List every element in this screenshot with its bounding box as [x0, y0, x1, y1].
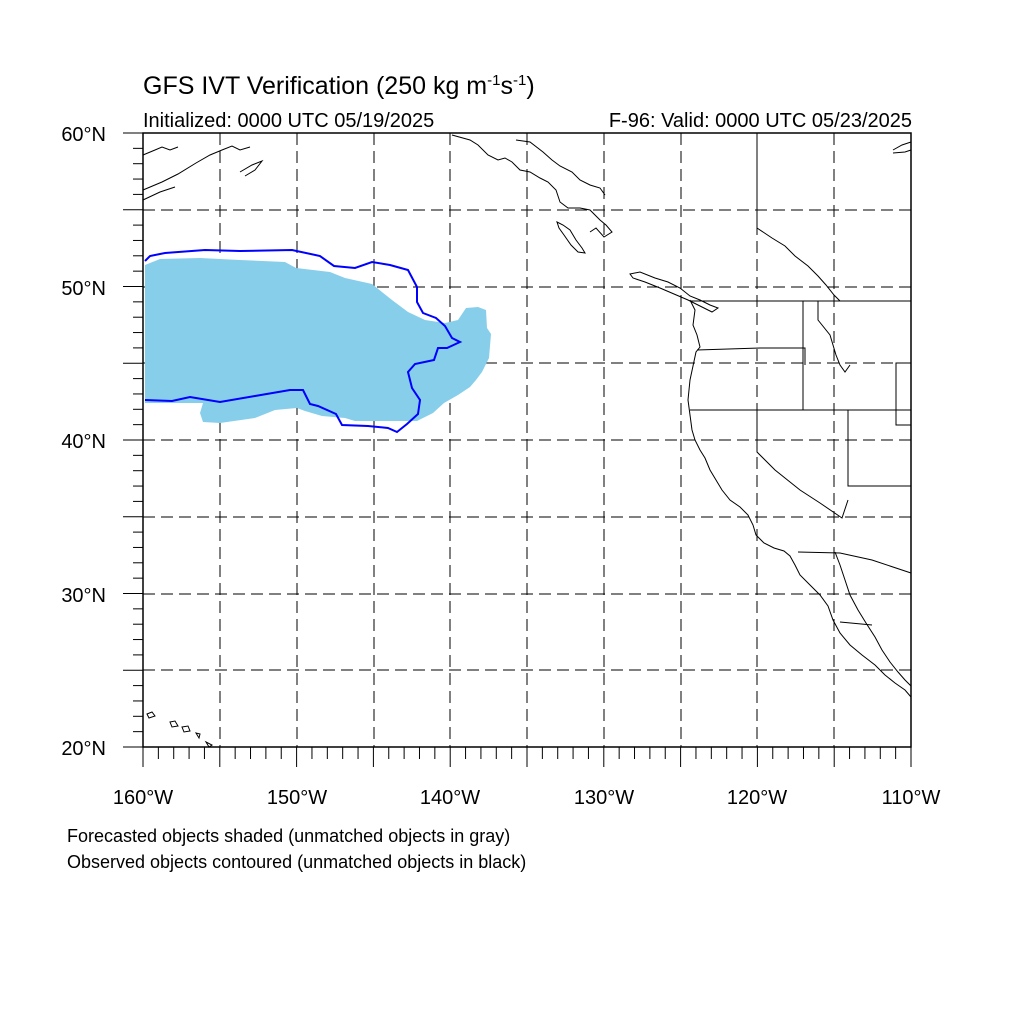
map-title: GFS IVT Verification (250 kg m-1s-1): [143, 72, 535, 100]
lat-label-50n: 50°N: [61, 278, 106, 300]
border-ut: [895, 362, 911, 426]
lon-label-140w: 140°W: [420, 787, 480, 809]
coastline-hawaii: [146, 711, 213, 748]
valid-time-label: F-96: Valid: 0000 UTC 05/23/2025: [608, 110, 912, 132]
axis-ticks: [123, 132, 912, 767]
border-wa-or: [696, 347, 806, 365]
initialized-label: Initialized: 0000 UTC 05/19/2025: [143, 110, 435, 132]
border-baja: [839, 621, 873, 626]
lat-label-60n: 60°N: [61, 124, 106, 146]
coastline-alaska: [142, 134, 613, 238]
grid-lines: [143, 133, 911, 747]
coastline-baja: [834, 551, 912, 687]
lon-label-130w: 130°W: [574, 787, 634, 809]
lon-label-150w: 150°W: [267, 787, 327, 809]
border-nv-az: [847, 410, 911, 487]
lon-label-160w: 160°W: [113, 787, 173, 809]
lon-label-110w: 110°W: [882, 787, 941, 809]
coastline-us-west: [687, 299, 912, 698]
coastline-islands-bc: [556, 221, 720, 313]
map-frame: [142, 132, 912, 748]
lat-label-30n: 30°N: [61, 585, 106, 607]
lat-labels: 60°N 50°N 40°N 30°N 20°N: [61, 124, 106, 760]
lon-label-120w: 120°W: [727, 787, 787, 809]
legend-note-forecast: Forecasted objects shaded (unmatched obj…: [67, 826, 511, 846]
lon-labels: 160°W 150°W 140°W 130°W 120°W 110°W: [113, 787, 941, 809]
coastline-alaska-east: [756, 141, 912, 302]
border-ca-nv: [756, 410, 849, 519]
border-us-mexico: [797, 551, 912, 574]
lat-label-40n: 40°N: [61, 431, 106, 453]
border-id: [802, 301, 851, 410]
lat-label-20n: 20°N: [61, 738, 106, 760]
forecast-ivt-object: [145, 258, 491, 423]
observed-ivt-contour: [144, 248, 463, 434]
legend-note-observed: Observed objects contoured (unmatched ob…: [67, 852, 527, 872]
coastlines: [142, 134, 912, 748]
political-boundaries: [690, 133, 912, 626]
